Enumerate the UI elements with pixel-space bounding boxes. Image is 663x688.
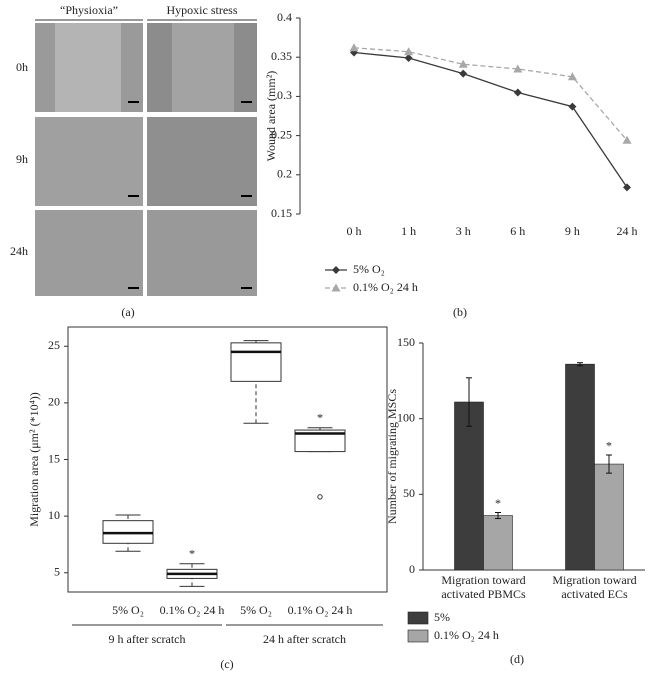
y-tick-label: 25 — [48, 338, 60, 352]
x-tick-label: Migration toward activated PBMCs — [441, 573, 526, 601]
series-line — [353, 47, 628, 141]
y-tick-label: 0 — [409, 562, 415, 576]
legend-label: 0.1% O₂ 24 h — [434, 628, 499, 642]
y-tick-label: 0.3 — [277, 88, 292, 102]
point — [349, 43, 359, 52]
y-tick-label: 20 — [48, 395, 60, 409]
point — [404, 53, 413, 62]
micrograph — [147, 117, 257, 206]
x-tick-label-text: Migration toward activated PBMCs — [441, 573, 526, 601]
y-axis-label: Migration area (μm² (*10⁴)) — [27, 392, 41, 527]
legend-marker — [331, 283, 341, 292]
x-tick-label: 0 h — [347, 224, 362, 238]
y-tick-label: 100 — [397, 410, 415, 424]
point — [622, 135, 632, 144]
annotation: * — [495, 496, 501, 510]
point — [513, 88, 522, 97]
micrograph — [172, 23, 234, 112]
y-tick-label: 15 — [48, 451, 60, 465]
column-label: Hypoxic stress — [167, 3, 238, 17]
y-axis-label: Wound area (mm²) — [264, 71, 278, 162]
x-tick-label: Migration toward activated ECs — [552, 573, 637, 601]
box — [230, 342, 282, 382]
row-label: 9h — [16, 152, 28, 166]
micrograph — [35, 210, 143, 296]
point — [568, 102, 577, 111]
y-tick-label: 50 — [403, 486, 415, 500]
x-tick-label: 5% O₂ — [112, 603, 144, 617]
outlier — [317, 494, 323, 500]
x-tick-label: 24 h — [617, 224, 638, 238]
y-tick-label: 150 — [397, 335, 415, 349]
micrograph — [55, 23, 121, 112]
point — [404, 47, 414, 56]
bar — [454, 401, 484, 571]
y-tick-label: 10 — [48, 508, 60, 522]
legend-swatch — [407, 629, 429, 643]
box — [294, 429, 346, 453]
micrograph — [35, 117, 143, 206]
legend-swatch — [407, 611, 429, 625]
x-tick-label-text: Migration toward activated ECs — [552, 573, 637, 601]
bar — [565, 363, 595, 571]
legend-label: 5% O₂ — [353, 262, 385, 276]
legend-marker — [332, 266, 340, 274]
group-label: 24 h after scratch — [263, 632, 346, 646]
group-label: 9 h after scratch — [109, 632, 186, 646]
point — [623, 183, 631, 192]
x-tick-label: 5% O₂ — [240, 603, 272, 617]
y-tick-label: 0.35 — [271, 49, 292, 63]
annotation: * — [606, 439, 612, 453]
caption: (a) — [121, 305, 134, 319]
plot-frame — [67, 326, 388, 593]
legend-label: 0.1% O₂ 24 h — [353, 280, 418, 294]
x-tick-label: 1 h — [401, 224, 416, 238]
y-tick-label: 0.25 — [271, 127, 292, 141]
x-tick-label: 0.1% O₂ 24 h — [160, 603, 225, 617]
y-tick-label: 5 — [54, 564, 60, 578]
y-tick-label: 0.15 — [271, 206, 292, 220]
point — [567, 72, 577, 81]
bar — [594, 463, 624, 571]
column-label: “Physioxia” — [60, 3, 118, 17]
x-tick-label: 6 h — [510, 224, 525, 238]
series-line — [353, 51, 628, 188]
row-label: 0h — [16, 60, 28, 74]
x-tick-label: 9 h — [565, 224, 580, 238]
caption: (b) — [453, 305, 467, 319]
y-tick-label: 0.4 — [277, 10, 292, 24]
y-tick-label: 0.2 — [277, 167, 292, 181]
y-axis-label: Number of migrating MSCs — [385, 389, 399, 524]
legend-label: 5% — [434, 610, 450, 624]
caption: (d) — [510, 652, 524, 666]
annotation: * — [189, 546, 195, 560]
micrographs — [35, 19, 257, 296]
point — [458, 59, 468, 68]
annotation: * — [317, 411, 323, 425]
x-tick-label: 0.1% O₂ 24 h — [288, 603, 353, 617]
caption: (c) — [220, 657, 233, 671]
point — [513, 64, 523, 73]
row-label: 24h — [10, 244, 28, 258]
point — [459, 69, 468, 78]
bar — [483, 515, 513, 571]
x-tick-label: 3 h — [456, 224, 471, 238]
micrograph — [147, 210, 257, 296]
